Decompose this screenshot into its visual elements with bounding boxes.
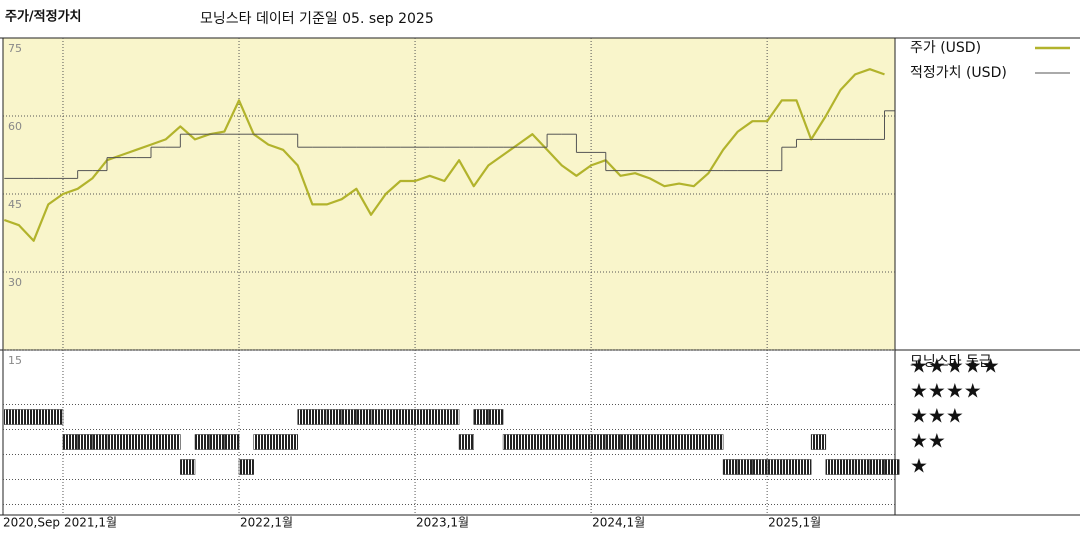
rating-bar [678,434,695,450]
legend-label: 주가 (USD) [910,40,981,56]
rating-bar [326,409,342,425]
rating-bar [282,434,298,450]
rating-bar [444,409,460,425]
rating-bar [414,409,430,425]
rating-bar [180,459,196,475]
x-tick-label: 2025,1월 [768,516,821,530]
rating-bar [312,409,328,425]
rating-bar [737,459,753,475]
rating-bar [517,434,533,450]
legend-label: 적정가치 (USD) [910,65,1007,81]
y-tick-label: 75 [8,42,22,55]
rating-bar [77,434,93,450]
x-tick-label: 2022,1월 [240,516,293,530]
rating-bar [121,434,137,450]
rating-bar [869,459,885,475]
rating-bar [854,459,871,475]
rating-bar [268,434,284,450]
rating-bar [590,434,607,450]
rating-bar [341,409,357,425]
rating-bar [561,434,577,450]
rating-bar [693,434,709,450]
chart-title: 주가/적정가치 [5,9,82,25]
rating-bar [370,409,386,425]
rating-bar [884,459,900,475]
rating-bar [150,434,166,450]
rating-bar [664,434,680,450]
rating-bar [224,434,240,450]
rating-bar [4,409,20,425]
rating-bar [752,459,768,475]
rating-bar [766,459,783,475]
x-tick-label: 2020,Sep [3,516,60,530]
rating-bar [18,409,34,425]
x-tick-label: 2021,1월 [64,516,117,530]
rating-bar [92,434,108,450]
y-tick-label: 15 [8,354,22,367]
chart-subtitle: 모닝스타 데이터 기준일 05. sep 2025 [200,11,434,27]
y-tick-label: 45 [8,198,22,211]
rating-bar [708,434,724,450]
rating-bar [458,434,474,450]
rating-bar [532,434,548,450]
rating-bar [781,459,797,475]
rating-bar [48,409,64,425]
rating-bar [209,434,225,450]
rating-legend-label: ★★★★ [910,379,982,403]
rating-bar [33,409,49,425]
rating-legend-label: ★★ [910,429,946,453]
rating-bar [106,434,122,450]
x-tick-label: 2024,1월 [592,516,645,530]
rating-bar [488,409,504,425]
price-line [3,68,885,242]
rating-bar [840,459,856,475]
rating-legend-label: ★★★★★ [910,354,1000,378]
y-tick-label: 60 [8,120,22,133]
rating-bar [576,434,592,450]
rating-bar [605,434,621,450]
rating-bar [825,459,841,475]
rating-bar [62,434,78,450]
rating-bar [634,434,651,450]
rating-bar [165,434,181,450]
rating-bar [796,459,812,475]
x-tick-label: 2023,1월 [416,516,469,530]
rating-bar [238,459,254,475]
rating-bar [722,459,739,475]
rating-legend-label: ★★★ [910,404,964,428]
rating-title: 모닝스타 등급 [910,354,992,370]
rating-bar [297,409,313,425]
rating-bar [136,434,152,450]
rating-bar [473,409,489,425]
rating-bar [810,434,827,450]
rating-bar [356,409,372,425]
rating-bar [502,434,518,450]
rating-bar [649,434,665,450]
rating-bar [620,434,636,450]
rating-bar [400,409,416,425]
rating-bar [429,409,445,425]
rating-bar [253,434,269,450]
plot-background [3,38,895,350]
rating-bar [194,434,210,450]
rating-legend-label: ★ [910,454,928,478]
y-tick-label: 30 [8,276,22,289]
rating-bar [385,409,401,425]
rating-bar [546,434,563,450]
